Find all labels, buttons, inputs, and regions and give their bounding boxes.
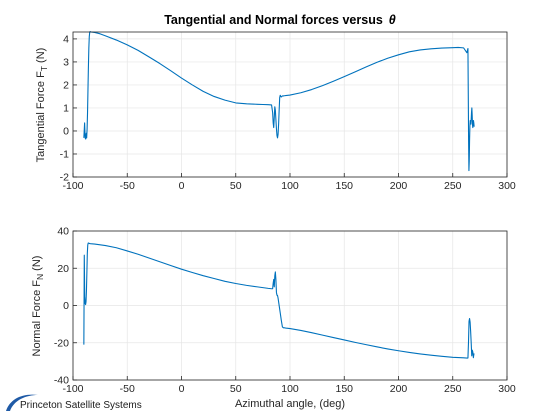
- tangential-y-label: Tangential Force FT (N): [35, 48, 49, 163]
- normal-axes-frame: [72, 230, 508, 381]
- tangential-axes-frame: [72, 31, 508, 178]
- tangential-series: [83, 30, 475, 172]
- y-tick-label: 1: [63, 102, 69, 114]
- x-axis-label: Azimuthal angle, (deg): [235, 398, 345, 410]
- x-tick-label: -100: [62, 180, 83, 192]
- y-tick-label: -2: [60, 172, 69, 184]
- normal-series: [83, 242, 475, 359]
- tangential-force-panel: -100 -50 0 50 100 150 200 250 300 -2 -1 0 1 2 3 4 Tang…: [35, 13, 516, 192]
- x-tick-label: -50: [120, 383, 135, 395]
- normal-y-ticks: -40 -20 0 20 40: [54, 226, 77, 387]
- x-tick-label: 50: [230, 180, 242, 192]
- normal-force-panel: -100 -50 0 50 100 150 200 250 300 -40 -20 0 20 40 No…: [31, 226, 516, 411]
- y-tick-label: -40: [54, 375, 69, 387]
- x-tick-label: 250: [444, 383, 462, 395]
- x-tick-label: 250: [444, 180, 462, 192]
- y-tick-label: 2: [63, 79, 69, 91]
- normal-y-label: Normal Force FN (N): [31, 256, 45, 357]
- x-tick-label: 150: [335, 180, 353, 192]
- y-tick-label: 0: [63, 300, 69, 312]
- y-tick-label: 20: [57, 263, 69, 275]
- tangential-force-line: [83, 30, 475, 172]
- chart-title: Tangential and Normal forces versus θ: [164, 13, 396, 27]
- normal-force-line: [83, 242, 475, 359]
- x-tick-label: 100: [281, 180, 299, 192]
- logo-swoosh-icon: [6, 394, 38, 411]
- x-tick-label: 200: [390, 383, 408, 395]
- y-tick-label: 4: [63, 33, 69, 45]
- logo-text: Princeton Satellite Systems: [20, 400, 142, 411]
- x-tick-label: -50: [120, 180, 135, 192]
- y-tick-label: 3: [63, 56, 69, 68]
- x-tick-label: 0: [179, 383, 185, 395]
- princeton-logo: Princeton Satellite Systems: [4, 391, 154, 417]
- x-tick-label: -100: [62, 383, 83, 395]
- y-tick-label: -20: [54, 337, 69, 349]
- x-tick-label: 50: [230, 383, 242, 395]
- y-tick-label: 0: [63, 125, 69, 137]
- x-tick-label: 200: [390, 180, 408, 192]
- x-tick-label: 300: [498, 383, 516, 395]
- y-tick-label: -1: [60, 148, 69, 160]
- normal-x-ticks: -100 -50 0 50 100 150 200 250 300: [62, 376, 516, 395]
- x-tick-label: 0: [179, 180, 185, 192]
- x-tick-label: 300: [498, 180, 516, 192]
- tangential-x-ticks: -100 -50 0 50 100 150 200 250 300: [62, 173, 516, 192]
- x-tick-label: 100: [281, 383, 299, 395]
- x-tick-label: 150: [335, 383, 353, 395]
- y-tick-label: 40: [57, 226, 69, 238]
